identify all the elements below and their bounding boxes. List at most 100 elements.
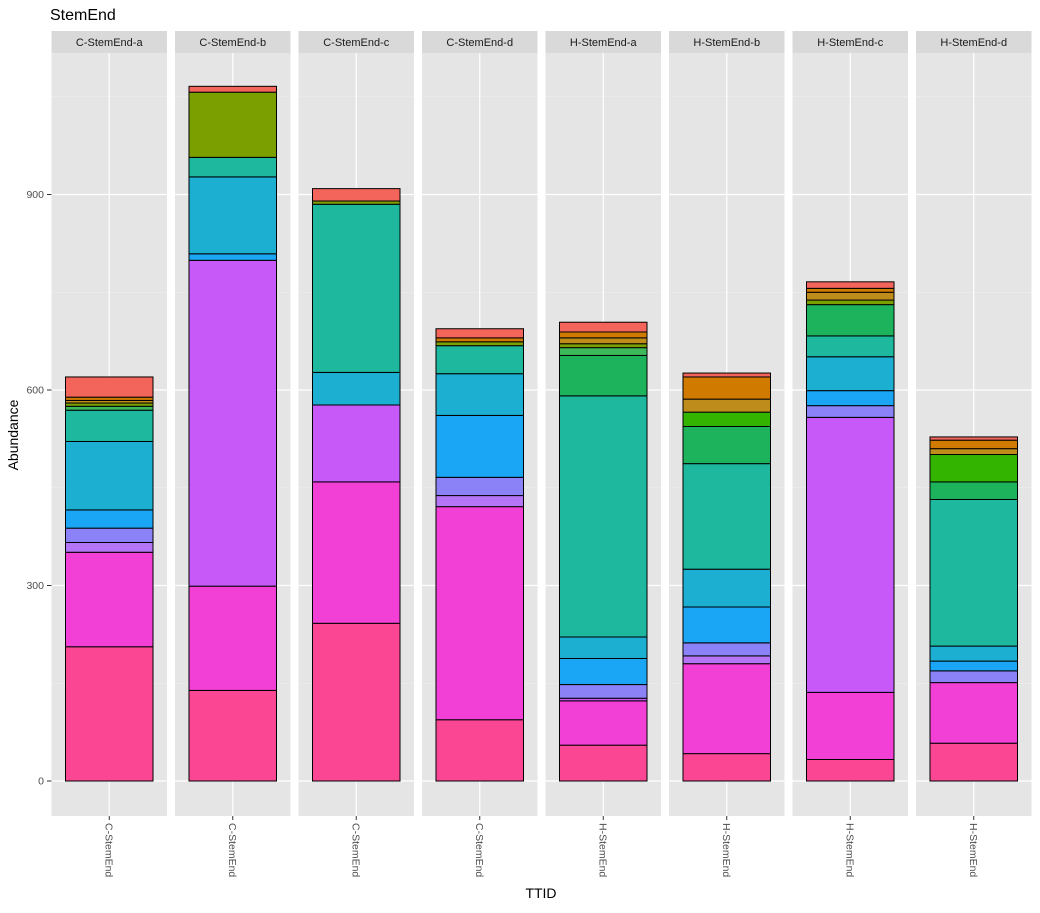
bar-segment <box>682 655 771 665</box>
facet-strip <box>298 31 414 53</box>
bar-segment <box>682 411 771 427</box>
facet-strip-label: C-StemEnd-d <box>446 37 513 49</box>
facet-strip <box>175 31 291 53</box>
bar-segment <box>682 642 771 657</box>
chart-title: StemEnd <box>50 7 116 24</box>
bar-segment <box>188 85 277 93</box>
bar-segment <box>559 321 648 333</box>
bar-segment <box>435 341 524 347</box>
bar-segment <box>806 416 895 693</box>
bar-segment <box>435 328 524 339</box>
bar-segment <box>559 657 648 686</box>
facet-panel: C-StemEnd-c C-StemEnd <box>298 31 414 877</box>
y-tick-label: 900 <box>26 189 44 201</box>
facet-panel: H-StemEnd-a H-StemEnd <box>545 31 661 877</box>
facet-panel: C-StemEnd-d C-StemEnd <box>422 31 538 877</box>
bar-segment <box>312 188 401 202</box>
bar-segment <box>806 291 895 301</box>
x-axis-title: TTID <box>525 885 556 901</box>
facet-strip-label: H-StemEnd-d <box>940 37 1007 49</box>
bar-segment <box>435 495 524 508</box>
facet-strip <box>51 31 167 53</box>
bar-segment <box>435 719 524 782</box>
facet-panels: C-StemEnd-a C-StemEnd C-StemEnd-b C-StemEnd… <box>51 31 1032 877</box>
x-tick-label: H-StemEnd <box>843 823 855 877</box>
bar-segment <box>929 481 1018 500</box>
bar-segment <box>929 454 1018 483</box>
x-tick-label: H-StemEnd <box>720 823 732 877</box>
bar-segment <box>806 356 895 392</box>
y-tick-label: 600 <box>26 385 44 397</box>
facet-strip <box>545 31 661 53</box>
bar-segment <box>312 371 401 406</box>
facet-strip <box>669 31 785 53</box>
bar-segment <box>682 568 771 608</box>
bar-segment <box>65 440 154 511</box>
bar-segment <box>682 463 771 570</box>
bar-segment <box>929 645 1018 662</box>
bar-segment <box>929 670 1018 684</box>
bar-segment <box>559 684 648 699</box>
x-tick-label: H-StemEnd <box>967 823 979 877</box>
bar-segment <box>312 404 401 483</box>
bar-segment <box>929 436 1018 441</box>
y-axis: 0 300 600 900 <box>26 189 52 788</box>
bar-segment <box>312 622 401 782</box>
bar-segment <box>682 425 771 465</box>
facet-strip-label: C-StemEnd-c <box>323 37 390 49</box>
facet-strip-label: C-StemEnd-a <box>76 37 144 49</box>
bar-segment <box>682 376 771 400</box>
bar-segment <box>65 509 154 529</box>
bar-segment <box>435 414 524 478</box>
bar-segment <box>65 541 154 553</box>
bar-segment <box>188 585 277 691</box>
bar-segment <box>929 742 1018 782</box>
facet-strip <box>792 31 908 53</box>
bar-segment <box>65 551 154 648</box>
facet-strip-label: H-StemEnd-b <box>693 37 760 49</box>
facet-strip-label: H-StemEnd-a <box>570 37 638 49</box>
bar-segment <box>806 299 895 306</box>
bar-segment <box>312 481 401 624</box>
x-tick-label: C-StemEnd <box>226 823 238 877</box>
bar-segment <box>188 259 277 587</box>
bar-segment <box>806 758 895 782</box>
facet-strip-label: C-StemEnd-b <box>199 37 266 49</box>
x-tick-label: C-StemEnd <box>349 823 361 877</box>
bar-segment <box>559 337 648 345</box>
facet-panel: H-StemEnd-b H-StemEnd <box>669 31 785 877</box>
bar-segment <box>929 498 1018 647</box>
bar-segment <box>65 405 154 411</box>
bar-segment <box>806 281 895 289</box>
bar-segment <box>559 354 648 397</box>
facet-strip-label: H-StemEnd-c <box>817 37 884 49</box>
bar-segment <box>65 527 154 543</box>
bar-segment <box>682 753 771 782</box>
y-tick-label: 300 <box>26 580 44 592</box>
bar-segment <box>929 660 1018 672</box>
bar-segment <box>682 398 771 413</box>
bar-segment <box>188 689 277 782</box>
bar-segment <box>65 376 154 398</box>
bar-segment <box>188 253 277 261</box>
bar-segment <box>188 156 277 178</box>
bar-segment <box>806 287 895 293</box>
bar-segment <box>929 439 1018 450</box>
bar-segment <box>559 343 648 349</box>
bar-segment <box>929 682 1018 744</box>
bar-segment <box>559 744 648 782</box>
x-tick-label: H-StemEnd <box>596 823 608 877</box>
facet-strip <box>916 31 1032 53</box>
x-tick-label: C-StemEnd <box>102 823 114 877</box>
bar-segment <box>559 700 648 746</box>
bar-segment <box>559 636 648 659</box>
bar-segment <box>65 646 154 782</box>
y-axis-title: Abundance <box>5 399 21 470</box>
bar-segment <box>559 331 648 339</box>
bar-segment <box>312 203 401 373</box>
y-tick-label: 0 <box>38 776 44 788</box>
bar-segment <box>435 476 524 497</box>
facet-panel: H-StemEnd-c H-StemEnd <box>792 31 908 877</box>
